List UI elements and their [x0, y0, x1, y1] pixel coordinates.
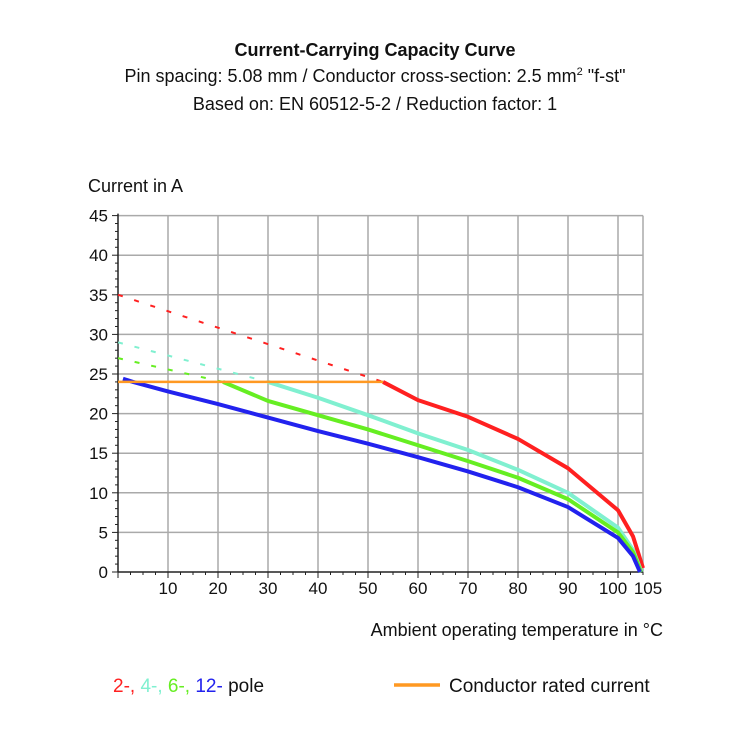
series-line-2 [382, 380, 645, 569]
series-line-6 [222, 380, 643, 573]
x-tick-label: 20 [209, 579, 228, 598]
y-tick-label: 35 [89, 286, 108, 305]
legend-poles: 2-, 4-, 6-, 12- pole [113, 676, 264, 697]
series-dashed-4 [117, 341, 269, 383]
y-tick-label: 20 [89, 405, 108, 424]
legend-pole-6: 6-, [168, 676, 195, 697]
series-dashed-6 [117, 357, 224, 383]
chart-title: Current-Carrying Capacity Curve [234, 40, 516, 60]
y-axis-label: Current in A [88, 176, 183, 196]
x-tick-label: 100 [599, 579, 627, 598]
x-tick-label: 90 [559, 579, 578, 598]
y-tick-label: 25 [89, 365, 108, 384]
y-tick-label: 10 [89, 484, 108, 503]
legend-pole-4: 4-, [140, 676, 167, 697]
y-tick-label: 30 [89, 325, 108, 344]
y-tick-label: 5 [99, 523, 108, 542]
x-tick-label: 70 [459, 579, 478, 598]
y-tick-label: 45 [89, 207, 108, 226]
legend-rated-label: Conductor rated current [449, 676, 650, 697]
x-tick-label: 10 [159, 579, 178, 598]
chart-subtitle-2: Based on: EN 60512-5-2 / Reduction facto… [192, 94, 558, 114]
x-axis-label: Ambient operating temperature in °C [371, 620, 663, 640]
x-tick-label: 30 [259, 579, 278, 598]
legend-pole-suffix: pole [223, 676, 264, 697]
series-line-12 [122, 376, 642, 573]
series-line-4 [267, 380, 644, 573]
chart-subtitle-1: Pin spacing: 5.08 mm / Conductor cross-s… [124, 66, 626, 86]
x-tick-label: 105 [634, 579, 662, 598]
legend-pole-2: 2-, [113, 676, 140, 697]
legend-pole-12: 12- [195, 676, 222, 697]
x-tick-label: 60 [409, 579, 428, 598]
x-tick-label: 50 [359, 579, 378, 598]
x-tick-label: 80 [509, 579, 528, 598]
y-tick-label: 40 [89, 246, 108, 265]
x-tick-label: 40 [309, 579, 328, 598]
series-dashed-2 [117, 293, 384, 383]
y-tick-label: 15 [89, 444, 108, 463]
y-tick-label: 0 [99, 563, 108, 582]
